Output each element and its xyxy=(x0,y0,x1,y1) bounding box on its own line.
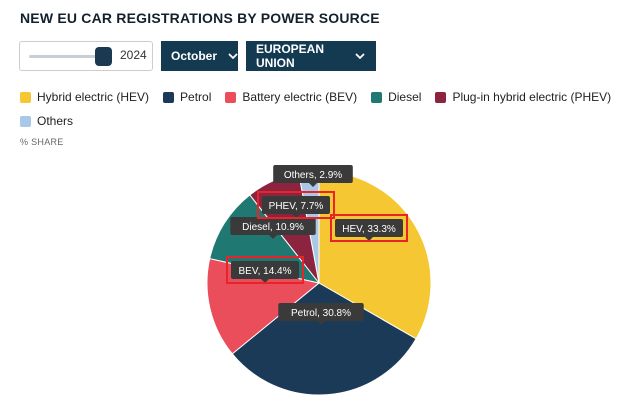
legend-label-petrol: Petrol xyxy=(180,90,212,104)
tooltip-pointer-phev xyxy=(292,214,300,218)
highlight-box-phev xyxy=(257,191,335,219)
legend-label-phev: Plug-in hybrid electric (PHEV) xyxy=(452,90,612,104)
data-label-petrol: Petrol, 30.8% xyxy=(291,308,351,319)
highlight-box-bev xyxy=(226,256,304,284)
tooltip-bg-hev xyxy=(335,219,403,237)
pie-labels: HEV, 33.3% Petrol, 30.8% BEV, 14.4% Diesel,… xyxy=(226,165,408,325)
tooltip-bev: BEV, 14.4% xyxy=(226,256,304,284)
region-dropdown-label: EUROPEAN UNION xyxy=(256,42,325,70)
tooltip-phev: PHEV, 7.7% xyxy=(257,191,335,219)
legend-swatch-others xyxy=(20,115,31,127)
year-value: 2024 xyxy=(120,48,147,62)
data-label-others: Others, 2.9% xyxy=(284,170,342,181)
region-dropdown[interactable]: EUROPEAN UNION xyxy=(246,41,376,71)
legend-item-bev[interactable]: Battery electric (BEV) xyxy=(225,90,357,104)
data-label-bev: BEV, 14.4% xyxy=(238,266,291,277)
tooltip-pointer-petrol xyxy=(317,321,325,325)
data-label-diesel: Diesel, 10.9% xyxy=(242,222,304,233)
tooltip-bg-petrol xyxy=(278,303,364,321)
legend-label-diesel: Diesel xyxy=(388,90,422,104)
legend-item-others[interactable]: Others xyxy=(20,114,73,128)
tooltip-hev: HEV, 33.3% xyxy=(330,214,408,242)
tooltip-pointer-bev xyxy=(261,279,269,283)
highlight-box-hev xyxy=(330,214,408,242)
month-dropdown-label: October xyxy=(171,49,218,63)
slider-track[interactable] xyxy=(29,55,101,58)
chart-title: NEW EU CAR REGISTRATIONS BY POWER SOURCE xyxy=(20,10,380,26)
filter-controls: 2024 October EUROPEAN UNION xyxy=(19,41,376,71)
chart-legend: Hybrid electric (HEV) Petrol Battery ele… xyxy=(20,88,620,136)
slider-thumb[interactable] xyxy=(95,47,112,66)
unit-label: % SHARE xyxy=(20,137,64,147)
legend-item-diesel[interactable]: Diesel xyxy=(371,90,421,104)
legend-swatch-phev xyxy=(435,91,447,103)
legend-label-hev: Hybrid electric (HEV) xyxy=(37,90,150,104)
chevron-down-icon xyxy=(354,50,366,62)
tooltip-pointer-others xyxy=(309,183,317,187)
legend-label-bev: Battery electric (BEV) xyxy=(242,90,358,104)
month-dropdown[interactable]: October xyxy=(161,41,238,71)
tooltip-pointer-diesel xyxy=(269,235,277,239)
tooltip-bg-phev xyxy=(262,196,330,214)
tooltip-bg-others xyxy=(273,165,353,183)
tooltip-bg-diesel xyxy=(230,217,316,235)
legend-label-others: Others xyxy=(37,114,74,128)
legend-swatch-hev xyxy=(20,91,31,103)
data-label-phev: PHEV, 7.7% xyxy=(269,201,324,212)
chevron-down-icon xyxy=(227,50,239,62)
tooltip-diesel: Diesel, 10.9% xyxy=(230,217,316,239)
legend-swatch-bev xyxy=(225,91,237,103)
legend-item-phev[interactable]: Plug-in hybrid electric (PHEV) xyxy=(435,90,611,104)
pie-slice-diesel[interactable] xyxy=(209,194,321,284)
legend-swatch-petrol xyxy=(163,91,175,103)
data-label-hev: HEV, 33.3% xyxy=(342,224,396,235)
tooltip-others: Others, 2.9% xyxy=(273,165,353,187)
legend-item-petrol[interactable]: Petrol xyxy=(163,90,211,104)
tooltip-petrol: Petrol, 30.8% xyxy=(278,303,364,325)
legend-swatch-diesel xyxy=(371,91,383,103)
tooltip-bg-bev xyxy=(231,261,299,279)
year-slider[interactable]: 2024 xyxy=(19,41,153,71)
tooltip-pointer-hev xyxy=(365,237,373,241)
legend-item-hev[interactable]: Hybrid electric (HEV) xyxy=(20,90,149,104)
pie-slice-petrol[interactable] xyxy=(231,282,417,396)
